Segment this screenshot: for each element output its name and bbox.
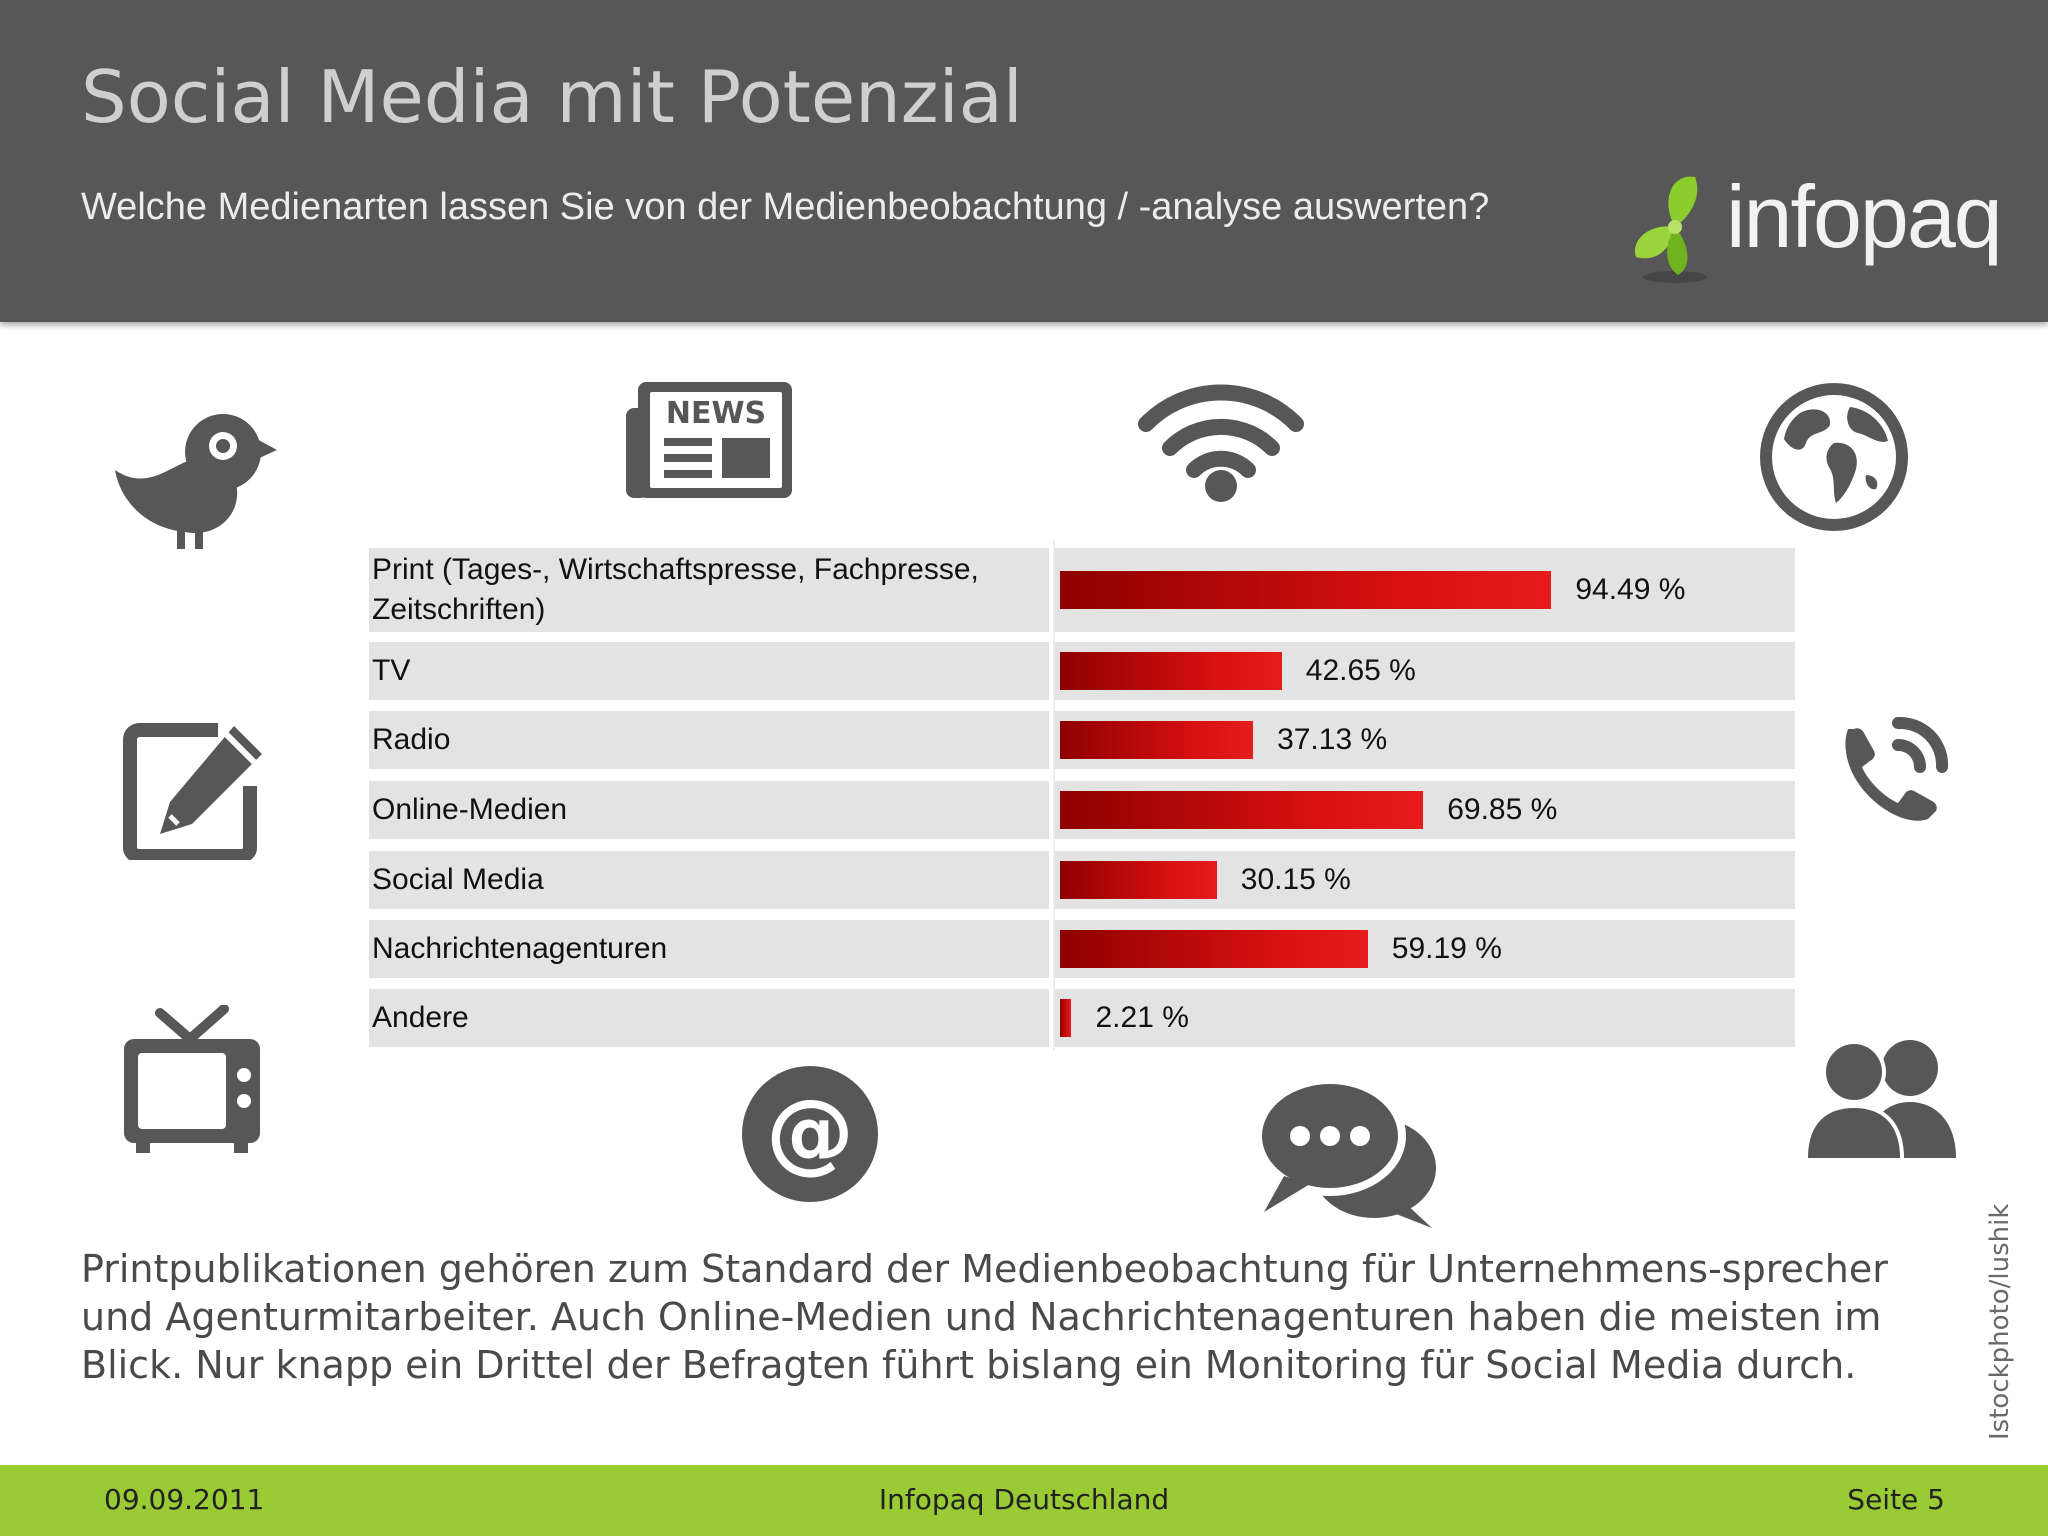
bar-value-label: 94.49 % [1575,573,1686,606]
category-label: Social Media [372,863,544,896]
photo-credit: Istockphoto/lushik [1985,1203,2015,1440]
newspaper-icon: NEWS [626,382,792,498]
chart-row-label-bg [369,711,1049,769]
edit-icon [123,723,262,860]
category-label: Radio [372,723,451,756]
bar [1060,999,1072,1037]
at-sign-icon: @ [742,1066,878,1202]
bar [1060,721,1254,759]
header-bar: Social Media mit Potenzial Welche Medien… [0,0,2048,322]
chart-row-label-bg [369,642,1049,700]
phone-icon [1845,716,1949,821]
tv-icon [124,1005,260,1153]
summary-paragraph: Printpublikationen gehören zum Standard … [81,1247,1888,1387]
bar [1060,861,1217,899]
category-label: Nachrichtenagenturen [372,932,668,965]
chart-column-divider [1053,540,1055,1050]
bar-value-label: 69.85 % [1447,793,1558,826]
bar-value-label: 37.13 % [1277,723,1388,756]
category-label: Print (Tages-, Wirtschaftspresse, Fachpr… [372,553,979,626]
chart-row-label-bg [369,851,1049,909]
svg-text:NEWS: NEWS [666,396,766,431]
bird-icon [115,414,277,549]
chart-row-label-bg [369,548,1049,632]
footer-bar: 09.09.2011 Infopaq Deutschland Seite 5 [0,1465,2048,1536]
bar-value-label: 42.65 % [1305,654,1416,687]
page-subtitle: Welche Medienarten lassen Sie von der Me… [81,186,1490,228]
bar [1060,791,1424,829]
category-label: Online-Medien [372,793,568,826]
footer-company: Infopaq Deutschland [878,1483,1170,1516]
chat-bubbles-icon [1254,1076,1436,1228]
category-label: TV [372,654,411,687]
footer-page-number: Seite 5 [1847,1483,1945,1516]
category-label: Andere [372,1001,469,1034]
bar-value-label: 2.21 % [1095,1001,1189,1034]
bar [1060,930,1368,968]
logo-mark-icon [1634,176,1707,283]
chart-row-label-bg [369,781,1049,839]
infopaq-logo: infopaq [1620,165,2010,290]
bar [1060,571,1552,609]
chart-row-label-bg [369,920,1049,978]
svg-text:@: @ [766,1080,854,1183]
bar-value-label: 30.15 % [1240,863,1351,896]
footer-date: 09.09.2011 [104,1483,265,1516]
people-icon [1804,1040,1956,1158]
logo-text: infopaq [1726,167,2003,266]
bar [1060,652,1282,690]
wifi-icon [1138,384,1304,502]
page-title: Social Media mit Potenzial [81,55,1023,139]
chart-row-bar-bg [1053,989,1795,1047]
globe-icon [1760,383,1908,531]
bar-value-label: 59.19 % [1391,932,1502,965]
chart-row-label-bg [369,989,1049,1047]
